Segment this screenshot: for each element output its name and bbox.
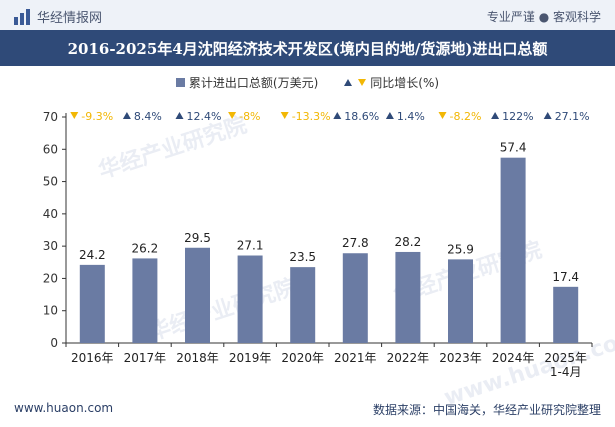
data-label: 24.2 (79, 248, 106, 262)
growth-up-marker (491, 112, 500, 119)
growth-up-marker (543, 112, 552, 119)
growth-label: -13.3% (292, 110, 331, 123)
growth-down-marker (70, 112, 79, 119)
legend-swatch-bar (175, 78, 185, 87)
bar (237, 255, 263, 343)
title-bar: 2016-2025年4月沈阳经济技术开发区(境内目的地/货源地)进出口总额 (0, 30, 615, 66)
x-tick-label: 1-4月 (550, 365, 582, 379)
footer-source: 数据来源：中国海关，华经产业研究院整理 (372, 403, 601, 417)
growth-label: 27.1% (555, 110, 590, 123)
growth-up-marker (122, 112, 131, 119)
growth-label: 18.6% (344, 110, 379, 123)
bar (132, 258, 158, 343)
x-tick-label: 2023年 (439, 351, 482, 365)
bar (395, 251, 421, 343)
y-tick-label: 60 (43, 142, 58, 156)
y-tick-label: 10 (43, 304, 58, 318)
growth-down-marker (280, 112, 289, 119)
y-tick-label: 0 (50, 336, 58, 350)
data-label: 57.4 (500, 141, 527, 155)
triangle-down-icon (358, 79, 367, 86)
legend-label-total: 累计进出口总额(万美元) (188, 76, 319, 90)
growth-down-marker (228, 112, 237, 119)
footer-website[interactable]: www.huaon.com (14, 401, 114, 415)
growth-label: -9.3% (81, 110, 113, 123)
y-tick-label: 70 (43, 110, 58, 124)
legend-item-total[interactable]: 累计进出口总额(万美元) (175, 74, 319, 91)
x-tick-label: 2025年 (544, 351, 587, 365)
chart-title: 2016-2025年4月沈阳经济技术开发区(境内目的地/货源地)进出口总额 (67, 40, 548, 58)
x-tick-label: 2020年 (281, 351, 324, 365)
growth-up-marker (175, 112, 184, 119)
growth-up-marker (385, 112, 394, 119)
x-tick-label: 2018年 (176, 351, 219, 365)
data-label: 26.2 (132, 241, 159, 255)
legend-label-growth: 同比增长(%) (370, 76, 440, 90)
bar (342, 253, 368, 343)
growth-label: 1.4% (397, 110, 425, 123)
legend: 累计进出口总额(万美元) 同比增长(%) (0, 74, 615, 91)
bar (79, 264, 105, 343)
brand-logo-icon (14, 8, 30, 25)
legend-item-growth[interactable]: 同比增长(%) (344, 74, 439, 91)
growth-label: -8.2% (450, 110, 482, 123)
growth-up-marker (333, 112, 342, 119)
data-label: 25.9 (447, 242, 474, 256)
data-label: 27.8 (342, 236, 369, 250)
bar (500, 157, 526, 343)
top-bar: 华经情报网 专业严谨 ● 客观科学 (0, 0, 615, 30)
x-tick-label: 2017年 (124, 351, 167, 365)
y-tick-label: 50 (43, 175, 58, 189)
data-label: 29.5 (184, 231, 211, 245)
triangle-up-icon (344, 79, 353, 86)
data-label: 27.1 (237, 239, 264, 253)
y-tick-label: 40 (43, 207, 58, 221)
data-label: 28.2 (395, 235, 422, 249)
growth-label: 122% (502, 110, 533, 123)
growth-down-marker (438, 112, 447, 119)
data-label: 17.4 (552, 270, 579, 284)
x-tick-label: 2022年 (387, 351, 430, 365)
growth-label: 12.4% (187, 110, 222, 123)
data-label: 23.5 (289, 250, 316, 264)
bar (448, 259, 473, 343)
bar (290, 267, 316, 343)
x-tick-label: 2016年 (71, 351, 114, 365)
bar (185, 247, 210, 343)
x-tick-label: 2019年 (229, 351, 272, 365)
brand-name: 华经情报网 (37, 11, 103, 26)
y-tick-label: 30 (43, 239, 58, 253)
bar (553, 286, 579, 343)
header-tags: 专业严谨 ● 客观科学 (486, 10, 601, 24)
y-tick-label: 20 (43, 271, 58, 285)
growth-label: -8% (239, 110, 260, 123)
x-tick-label: 2021年 (334, 351, 377, 365)
bar-chart: 0 10 20 30 40 50 60 70 24.2 2016年 -9.3% 26.2 2017年 8.… (43, 110, 593, 379)
x-tick-label: 2024年 (492, 351, 535, 365)
brand[interactable]: 华经情报网 (14, 7, 102, 26)
growth-label: 8.4% (134, 110, 162, 123)
